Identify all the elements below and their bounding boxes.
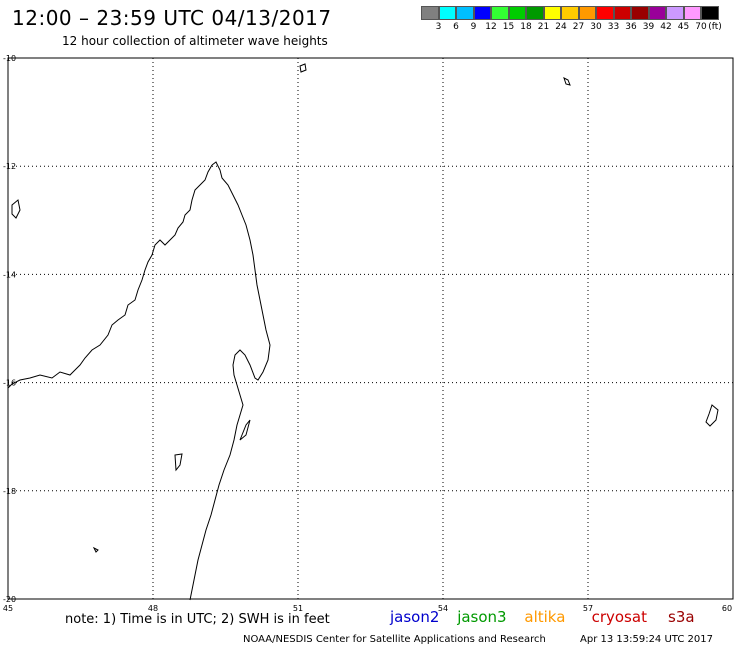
colorbar-unit: (ft) xyxy=(708,22,722,32)
colorbar-label: 6 xyxy=(453,22,459,32)
colorbar-label: 12 xyxy=(485,22,497,32)
colorbar-label: 33 xyxy=(607,22,620,32)
footer-credit: NOAA/NESDIS Center for Satellite Applica… xyxy=(243,634,546,645)
colorbar-label: 27 xyxy=(572,22,585,32)
coastline xyxy=(7,63,719,601)
satellite-s3a: s3a xyxy=(668,608,695,626)
colorbar-swatch xyxy=(508,6,526,20)
colorbar-label: 24 xyxy=(555,22,567,32)
longitude-tick-labels: 45 48 51 54 57 60 xyxy=(3,604,732,613)
colorbar-label: 42 xyxy=(660,22,672,32)
satellite-jason2: jason2 xyxy=(390,608,440,626)
colorbar-swatch xyxy=(456,6,474,20)
colorbar-swatches xyxy=(421,6,719,20)
colorbar-labels: 3 6 9 12 15 18 21 24 27 30 33 36 39 42 45 70 (ft) xyxy=(421,22,722,36)
islet-sw xyxy=(92,546,99,553)
longitude-tick-label: 51 xyxy=(293,604,303,613)
satellite-jason3: jason3 xyxy=(457,608,507,626)
longitude-tick-label: 45 xyxy=(3,604,13,613)
longitude-tick-label: 57 xyxy=(583,604,593,613)
colorbar-swatch xyxy=(596,6,614,20)
satellite-altika: altika xyxy=(524,608,566,626)
islet-west xyxy=(174,453,183,472)
map-subtitle: 12 hour collection of altimeter wave hei… xyxy=(62,34,328,48)
colorbar-swatch xyxy=(683,6,701,20)
islet-north-center xyxy=(299,63,307,73)
colorbar-swatch xyxy=(543,6,561,20)
colorbar-swatch xyxy=(666,6,684,20)
island-east xyxy=(705,404,719,427)
colorbar-label: 39 xyxy=(642,22,655,32)
colorbar-swatch xyxy=(421,6,439,20)
island-north xyxy=(563,77,571,86)
colorbar-label: 70 xyxy=(695,22,707,32)
latitude-tick-label: -12 xyxy=(3,162,16,171)
map-gridlines xyxy=(8,58,733,599)
colorbar-swatch xyxy=(561,6,579,20)
map-frame xyxy=(7,57,734,600)
colorbar-label: 21 xyxy=(537,22,550,32)
colorbar-label: 9 xyxy=(470,22,477,32)
islet-strip xyxy=(239,419,251,441)
wave-height-colorbar: 3 6 9 12 15 18 21 24 27 30 33 36 39 42 45 70 (ft) xyxy=(421,6,722,36)
footer-timestamp: Apr 13 13:59:24 UTC 2017 xyxy=(580,634,713,645)
colorbar-swatch xyxy=(578,6,596,20)
colorbar-label: 36 xyxy=(625,22,637,32)
madagascar-coast-east xyxy=(189,161,271,601)
colorbar-swatch xyxy=(438,6,456,20)
satellite-cryosat: cryosat xyxy=(591,608,647,626)
latitude-tick-label: -16 xyxy=(3,379,16,388)
madagascar-coast-west xyxy=(7,164,213,389)
latitude-tick-labels: -10 -12 -14 -16 -18 -20 xyxy=(3,54,16,604)
colorbar-swatch xyxy=(648,6,666,20)
colorbar-label: 45 xyxy=(677,22,690,32)
colorbar-swatch xyxy=(631,6,649,20)
colorbar-swatch xyxy=(491,6,509,20)
colorbar-swatch xyxy=(701,6,719,20)
latitude-tick-label: -14 xyxy=(3,270,16,279)
latitude-tick-label: -18 xyxy=(3,487,16,496)
longitude-tick-label: 48 xyxy=(148,604,158,613)
latitude-tick-label: -10 xyxy=(3,54,16,63)
colorbar-swatch xyxy=(473,6,491,20)
longitude-tick-label: 60 xyxy=(722,604,732,613)
footer-note: note: 1) Time is in UTC; 2) SWH is in fe… xyxy=(65,612,330,627)
colorbar-label: 3 xyxy=(435,22,442,32)
latitude-tick-label: -20 xyxy=(3,595,16,604)
colorbar-swatch xyxy=(526,6,544,20)
island-west-small xyxy=(11,199,21,219)
colorbar-label: 15 xyxy=(502,22,515,32)
colorbar-swatch xyxy=(613,6,631,20)
colorbar-label: 30 xyxy=(590,22,602,32)
map-title: 12:00 – 23:59 UTC 04/13/2017 xyxy=(12,6,332,30)
colorbar-label: 18 xyxy=(520,22,532,32)
longitude-tick-label: 54 xyxy=(438,604,448,613)
